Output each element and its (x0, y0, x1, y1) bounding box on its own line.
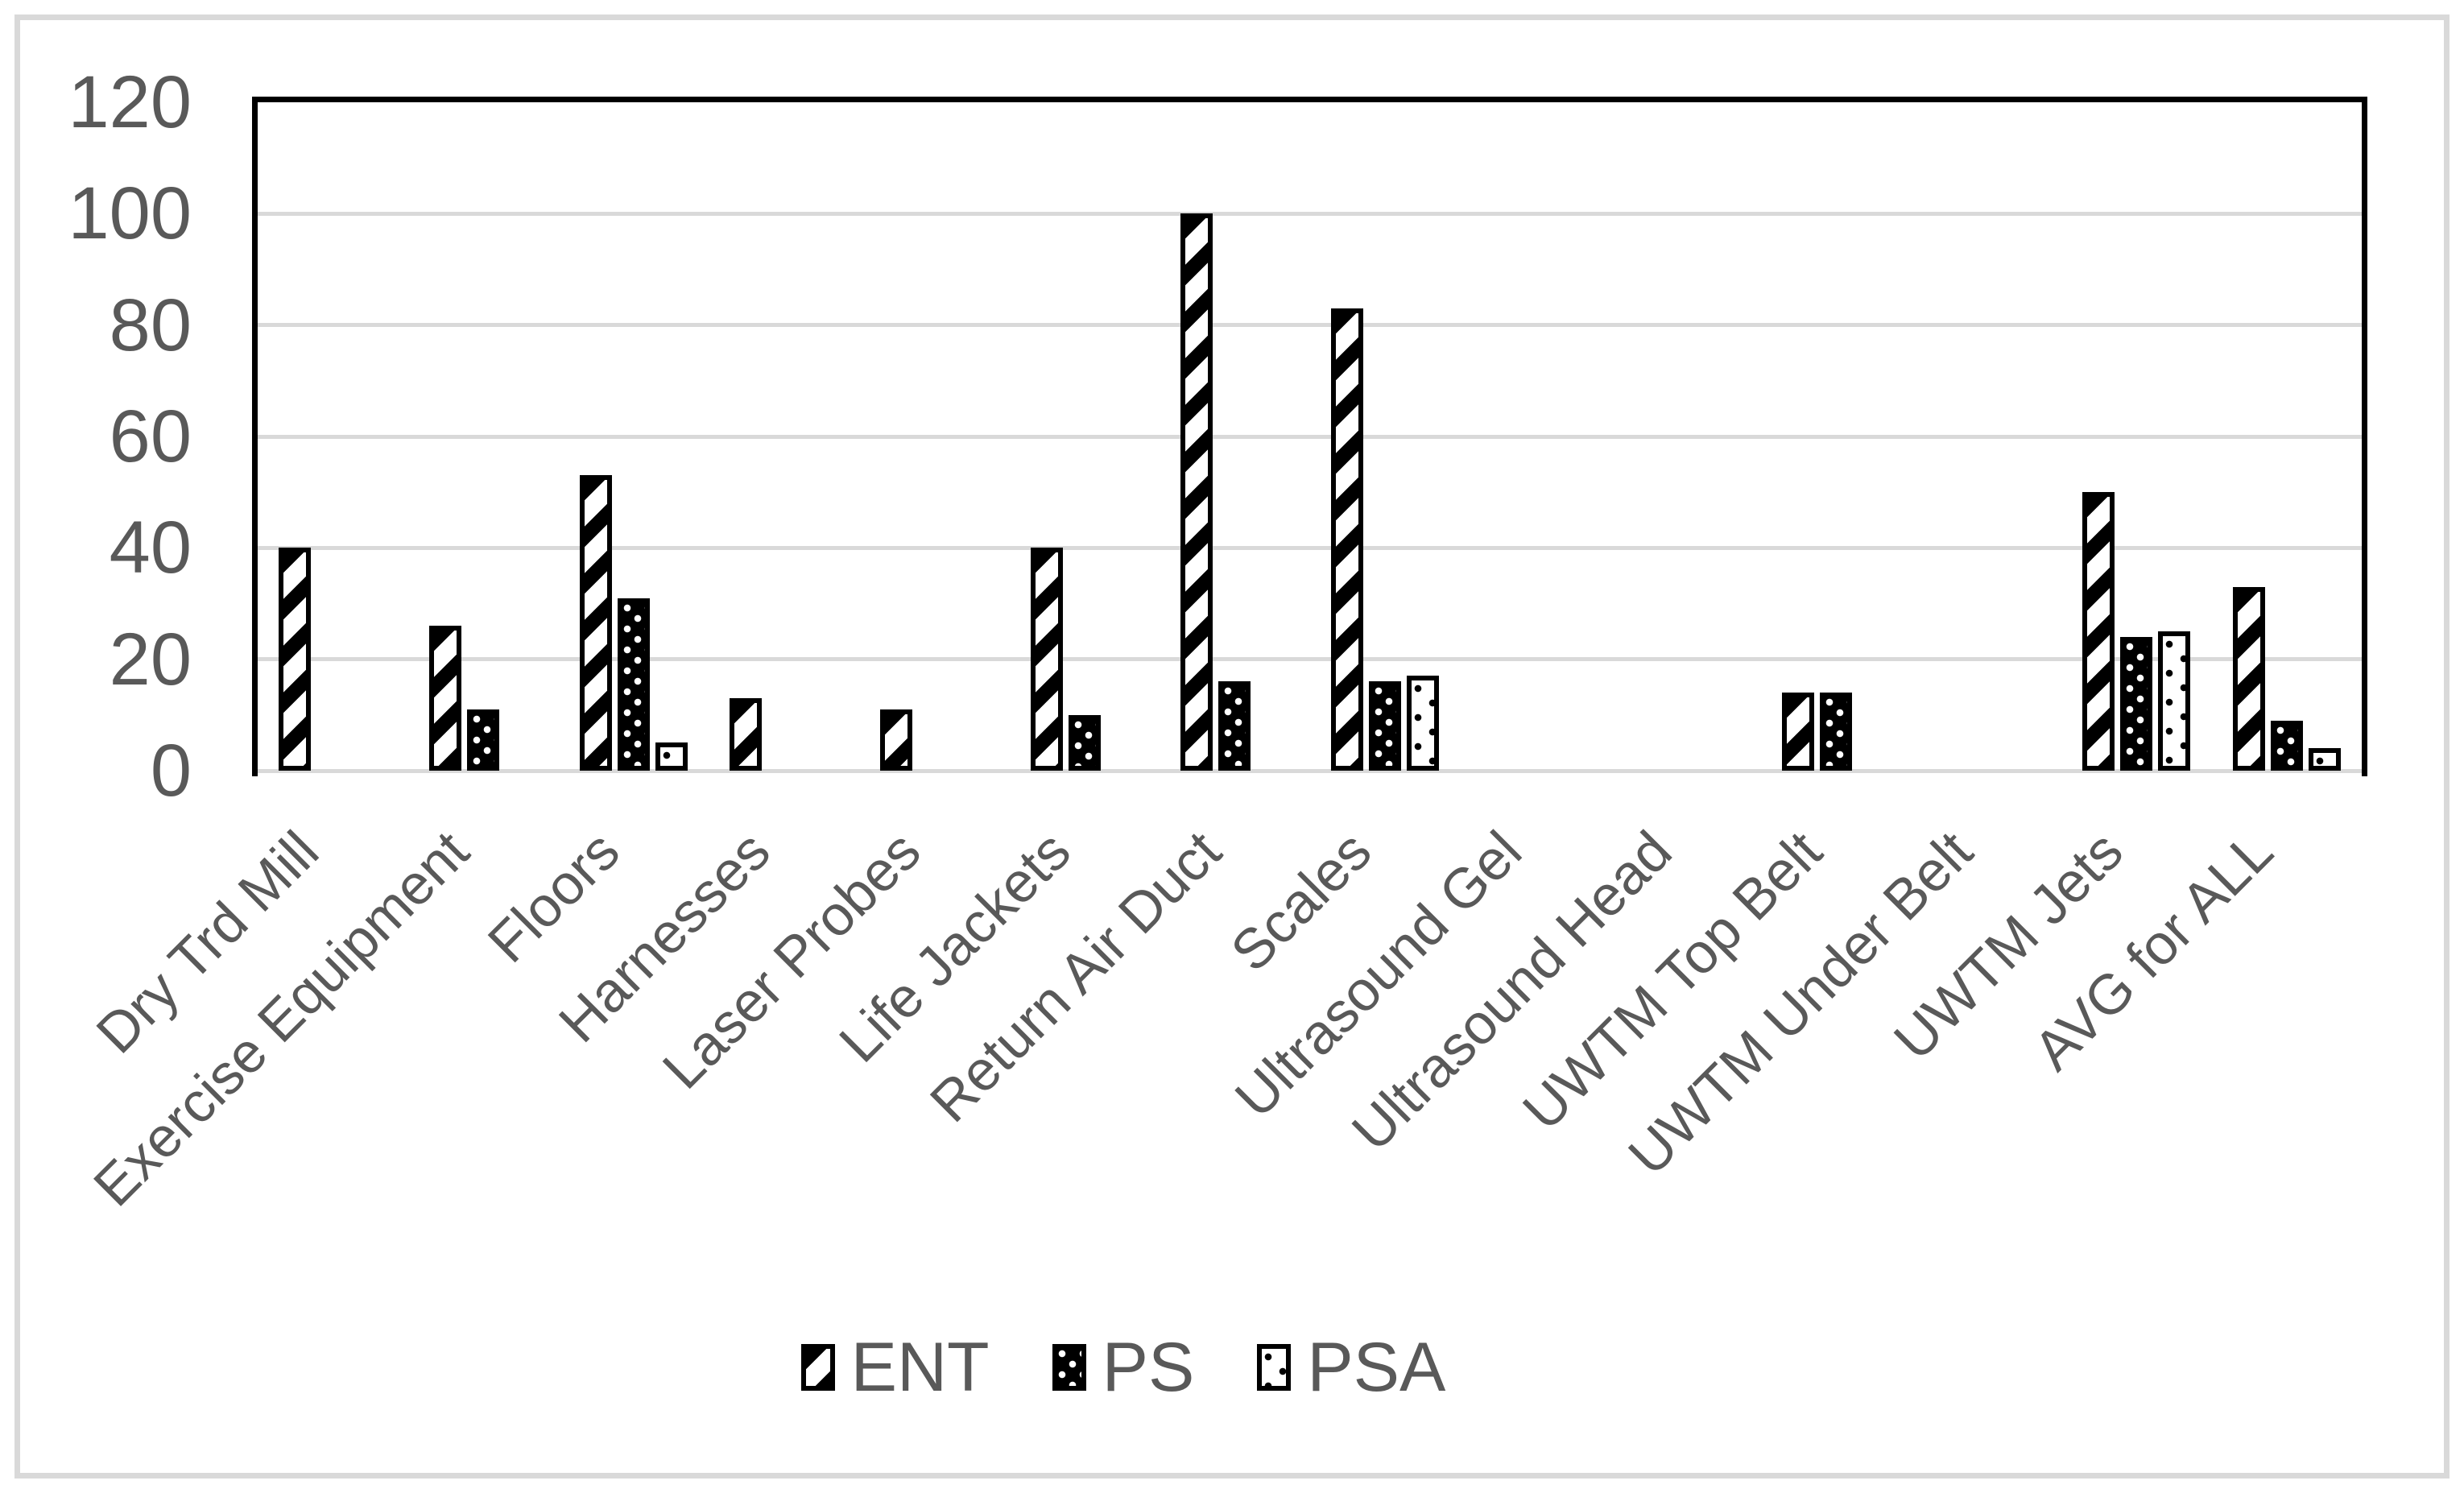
y-tick-label: 60 (109, 395, 192, 478)
bar-slot (859, 102, 1010, 771)
bar-cluster (279, 548, 387, 771)
bar-slot (2211, 102, 2362, 771)
bar (466, 709, 499, 771)
bar (1819, 693, 1852, 771)
bar (655, 742, 688, 771)
bar-slot (558, 102, 709, 771)
bars-layer (258, 102, 2362, 771)
legend-item-ps: PS (1052, 1329, 1195, 1406)
bar (2232, 586, 2265, 771)
bar-cluster (730, 698, 837, 771)
gridline (258, 434, 2362, 439)
bar-cluster (1781, 693, 1890, 771)
plot-area-frame (252, 97, 2367, 776)
bar (1218, 681, 1251, 771)
bar (2120, 637, 2152, 771)
bar (1030, 548, 1063, 771)
bar-slot (1460, 102, 1610, 771)
bar-cluster (1330, 308, 1439, 771)
bar (579, 475, 612, 771)
gridline (258, 657, 2362, 662)
gridline (258, 323, 2362, 328)
y-tick-label: 20 (109, 618, 192, 701)
legend-item-psa: PSA (1257, 1333, 1445, 1402)
bar-cluster (2082, 492, 2190, 771)
bar-slot (2061, 102, 2212, 771)
bar-slot (1911, 102, 2061, 771)
bar (1180, 213, 1213, 771)
legend-label-ent: ENT (850, 1329, 990, 1406)
gridline (258, 545, 2362, 550)
bar-slot (408, 102, 559, 771)
bar-slot (1009, 102, 1160, 771)
bar-slot (1309, 102, 1460, 771)
bar-cluster (579, 475, 688, 771)
bar (2270, 720, 2303, 771)
legend-label-ps: PS (1102, 1329, 1195, 1406)
bar (2158, 631, 2190, 771)
bar (1406, 676, 1439, 771)
legend-label-psa: PSA (1307, 1329, 1446, 1406)
bar (617, 598, 650, 771)
y-tick-label: 100 (68, 172, 192, 255)
gridline (258, 211, 2362, 216)
bar-cluster (1180, 213, 1288, 771)
bar (279, 548, 312, 771)
bar-slot (1610, 102, 1761, 771)
bar-cluster (428, 626, 537, 771)
bar-cluster (879, 709, 988, 771)
y-tick-label: 120 (68, 61, 192, 143)
legend-swatch-psa-icon (1257, 1344, 1292, 1391)
legend-item-ent: ENT (800, 1329, 990, 1406)
bar (730, 698, 763, 771)
bar-cluster (1030, 548, 1139, 771)
bar-slot (1760, 102, 1911, 771)
bar (1368, 681, 1401, 771)
bar (428, 626, 461, 771)
legend-swatch-ps-icon (1052, 1344, 1086, 1391)
legend-swatch-ent-icon (800, 1344, 835, 1391)
gridline (258, 768, 2362, 773)
bar (1068, 714, 1101, 771)
bar (2082, 492, 2115, 771)
bar-cluster (2232, 586, 2341, 771)
y-tick-label: 0 (150, 730, 192, 812)
bar-slot (709, 102, 859, 771)
legend: ENT PS PSA (0, 1333, 2355, 1402)
bar (1781, 693, 1814, 771)
bar (2308, 748, 2341, 771)
y-tick-label: 80 (109, 283, 192, 366)
bar (1330, 308, 1363, 771)
bar-slot (258, 102, 408, 771)
y-tick-label: 40 (109, 507, 192, 589)
bar-slot (1160, 102, 1310, 771)
bar (879, 709, 912, 771)
